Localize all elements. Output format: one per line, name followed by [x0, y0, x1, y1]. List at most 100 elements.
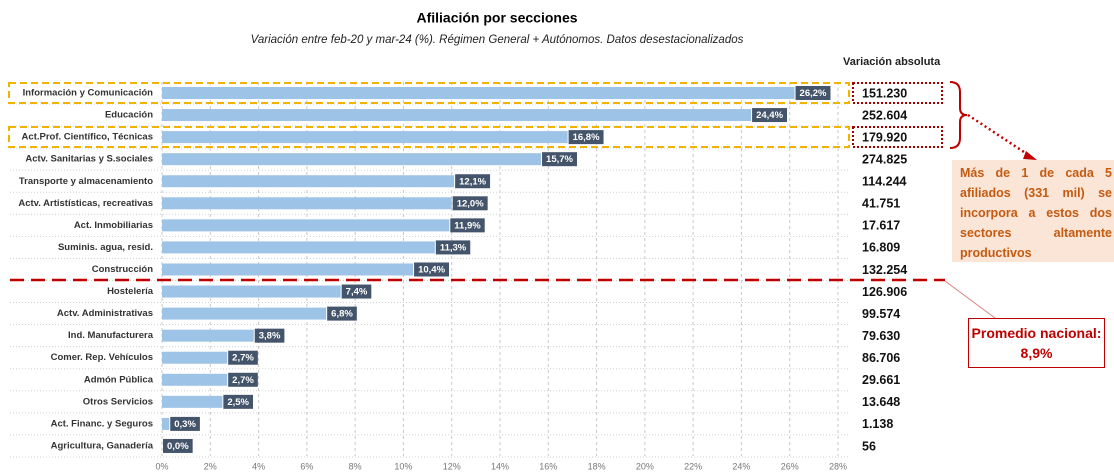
y-tick-label: Hostelería: [107, 286, 154, 297]
y-tick-label: Actv. Artistísticas, recreativas: [18, 198, 153, 209]
value-label-box: [228, 372, 258, 387]
y-tick-label: Act. Financ. y Seguros: [51, 418, 153, 429]
bar: [162, 197, 452, 210]
value-label-box: [254, 328, 285, 343]
absolute-value: 274.825: [862, 152, 907, 166]
value-label: 24,4%: [756, 110, 783, 121]
y-tick-label: Ind. Manufacturera: [68, 330, 154, 341]
value-label-box: [223, 394, 254, 409]
x-tick-label: 2%: [204, 461, 217, 471]
value-label: 11,3%: [440, 242, 467, 253]
value-label-box: [170, 416, 200, 431]
y-tick-label: Admón Pública: [84, 374, 154, 385]
x-tick-label: 14%: [491, 461, 509, 471]
bar: [162, 175, 455, 188]
y-tick-label: Suminis. agua, resid.: [58, 242, 153, 253]
absolute-value: 79.630: [862, 329, 900, 343]
absolute-value: 16.809: [862, 241, 900, 255]
absolute-value: 114.244: [862, 175, 907, 189]
chart-subtitle: Variación entre feb-20 y mar-24 (%). Rég…: [251, 34, 744, 46]
value-label-box: [163, 438, 193, 453]
arrow-head: [1023, 151, 1037, 160]
x-tick-label: 0%: [155, 461, 168, 471]
value-label: 0,0%: [167, 441, 189, 452]
value-label-box: [568, 130, 604, 145]
value-label-box: [327, 306, 357, 321]
y-tick-label: Actv. Administrativas: [57, 308, 153, 319]
value-label: 2,5%: [227, 397, 249, 408]
y-tick-label: Información y Comunicación: [23, 88, 154, 99]
x-tick-label: 24%: [732, 461, 750, 471]
value-label-box: [450, 218, 485, 233]
value-label: 15,7%: [546, 154, 573, 165]
value-label-box: [228, 350, 258, 365]
chart-title: Afiliación por secciones: [416, 10, 577, 26]
value-label-box: [455, 174, 491, 189]
value-label: 10,4%: [418, 264, 445, 275]
absolute-value: 151.230: [862, 86, 907, 100]
value-label-box: [414, 262, 450, 277]
absolute-value: 56: [862, 439, 876, 453]
annotation: Más de 1 de cada 5 afiliados (331 mil) s…: [952, 160, 1114, 262]
bar: [162, 263, 414, 276]
value-label-box: [542, 152, 577, 167]
value-label: 2,7%: [232, 353, 254, 364]
value-label-box: [341, 284, 372, 299]
value-label: 6,8%: [331, 309, 353, 320]
absolute-value: 29.661: [862, 373, 900, 387]
value-label-box: [752, 108, 788, 123]
x-tick-label: 6%: [300, 461, 313, 471]
bar: [162, 109, 752, 122]
value-label: 0,3%: [174, 419, 196, 430]
highlight-box: [852, 82, 943, 104]
value-label: 3,8%: [259, 331, 281, 342]
y-tick-label: Educación: [105, 110, 153, 121]
absolute-value: 17.617: [862, 219, 900, 233]
value-label-box: [435, 240, 471, 255]
x-tick-label: 16%: [539, 461, 557, 471]
absolute-value: 99.574: [862, 307, 900, 321]
absolute-value: 126.906: [862, 285, 907, 299]
bar: [162, 351, 228, 364]
bar: [162, 131, 568, 144]
absolute-value: 86.706: [862, 351, 900, 365]
x-tick-label: 8%: [349, 461, 362, 471]
y-tick-label: Transporte y almacenamiento: [19, 176, 153, 187]
bar: [162, 373, 228, 386]
value-label-box: [795, 86, 831, 100]
absolute-value: 179.920: [862, 130, 907, 144]
bar: [162, 87, 795, 99]
value-label: 11,9%: [454, 220, 481, 231]
value-label-box: [452, 196, 488, 211]
y-tick-label: Act. Inmobiliarias: [74, 220, 153, 231]
value-label: 16,8%: [573, 132, 600, 143]
brace: [949, 81, 968, 149]
highlight-box: [852, 126, 943, 148]
x-tick-label: 12%: [443, 461, 461, 471]
absolute-value: 132.254: [862, 263, 907, 277]
y-tick-label: Agricultura, Ganadería: [51, 440, 154, 451]
bars: 26,2% 24,4% 16,8%15,7% 12,1% 12,0% 11,9% 11,3%…: [162, 86, 831, 453]
y-tick-label: Construcción: [92, 264, 153, 275]
bar: [162, 307, 327, 320]
y-tick-label: Comer. Rep. Vehículos: [51, 352, 153, 363]
absolute-value: 1.138: [862, 417, 893, 431]
annotation: Promedio nacional: 8,9%: [968, 318, 1105, 368]
value-label: 7,4%: [346, 287, 368, 298]
arrow: [967, 113, 1031, 158]
y-tick-label: Otros Servicios: [83, 396, 153, 407]
bar: [162, 241, 435, 254]
highlight-box: [8, 126, 850, 148]
value-label: 12,0%: [457, 198, 484, 209]
connector: [944, 280, 996, 319]
absolute-value: 41.751: [862, 197, 900, 211]
x-tick-label: 20%: [636, 461, 654, 471]
x-tick-label: 28%: [829, 461, 847, 471]
value-label: 12,1%: [459, 176, 486, 187]
bar: [162, 329, 254, 342]
y-tick-label: Actv. Sanitarias y S.sociales: [25, 154, 153, 165]
absolute-value: 252.604: [862, 108, 907, 122]
x-tick-label: 18%: [588, 461, 606, 471]
highlight-box: [8, 82, 850, 104]
